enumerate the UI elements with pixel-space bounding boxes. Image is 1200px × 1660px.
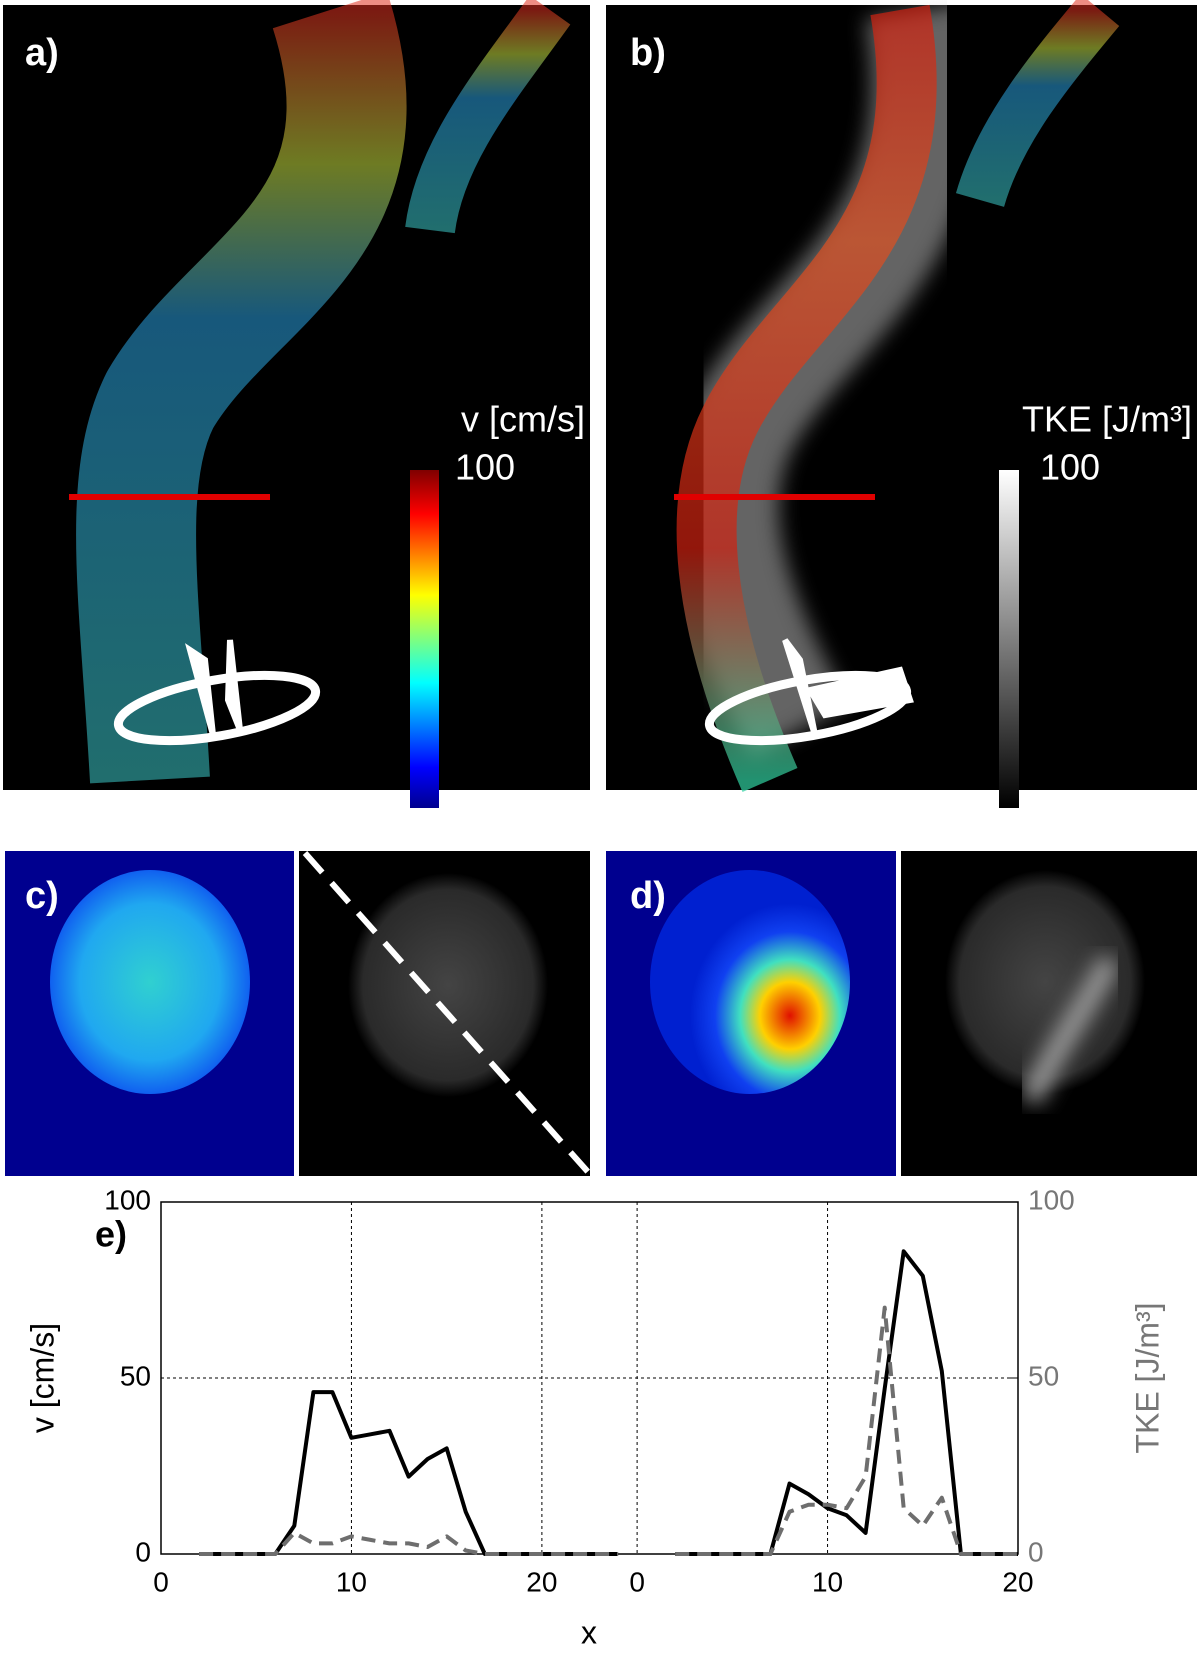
y-tick-label: 50 bbox=[120, 1360, 151, 1391]
velocity-blob bbox=[650, 870, 850, 1094]
y2-axis-label: TKE [J/m³] bbox=[1129, 1302, 1165, 1453]
x-tick-label: 10 bbox=[812, 1566, 843, 1597]
line-series bbox=[199, 1530, 619, 1556]
panel-label: c) bbox=[25, 875, 59, 917]
panel-label: e) bbox=[95, 1214, 127, 1255]
tke-blob bbox=[348, 873, 548, 1097]
x-tick-label: 10 bbox=[336, 1566, 367, 1597]
y2-tick-label: 100 bbox=[1028, 1184, 1075, 1215]
colorbar-tick-label: 100 bbox=[1040, 447, 1100, 488]
flow-field bbox=[76, 0, 407, 784]
colorbar-tick-label: 0 bbox=[455, 785, 475, 826]
valve-leaflets bbox=[185, 639, 243, 736]
line-series bbox=[675, 1305, 1018, 1556]
x-tick-label: 20 bbox=[526, 1566, 557, 1597]
line-series bbox=[199, 1390, 619, 1556]
colorbar bbox=[999, 470, 1019, 808]
velocity-blob bbox=[50, 870, 250, 1094]
tke-band bbox=[1020, 955, 1120, 1105]
panel-label: a) bbox=[25, 32, 59, 74]
flow-field bbox=[676, 4, 937, 793]
valve-ring bbox=[113, 670, 321, 746]
y-axis-label: v [cm/s] bbox=[24, 1323, 60, 1433]
x-tick-label: 20 bbox=[1002, 1566, 1033, 1597]
x-axis-label: x bbox=[581, 1614, 597, 1650]
x-tick-label: 0 bbox=[629, 1566, 645, 1597]
colorbar-title: TKE [J/m³] bbox=[1022, 399, 1192, 440]
y2-tick-label: 0 bbox=[1028, 1536, 1044, 1567]
y-tick-label: 0 bbox=[135, 1536, 151, 1567]
y2-tick-label: 50 bbox=[1028, 1360, 1059, 1391]
colorbar bbox=[410, 470, 439, 808]
dashed-line bbox=[302, 851, 591, 1174]
colorbar-tick-label: 0 bbox=[1040, 785, 1060, 826]
colorbar-title: v [cm/s] bbox=[461, 399, 585, 440]
flow-field bbox=[955, 0, 1120, 208]
x-tick-label: 0 bbox=[153, 1566, 169, 1597]
panel-label: b) bbox=[630, 32, 666, 74]
flow-field bbox=[405, 0, 571, 234]
colorbar-tick-label: 100 bbox=[455, 447, 515, 488]
valve-leaflets bbox=[782, 638, 914, 736]
tke-blob bbox=[945, 870, 1145, 1094]
panel-label: d) bbox=[630, 875, 666, 917]
y-tick-label: 100 bbox=[104, 1184, 151, 1215]
